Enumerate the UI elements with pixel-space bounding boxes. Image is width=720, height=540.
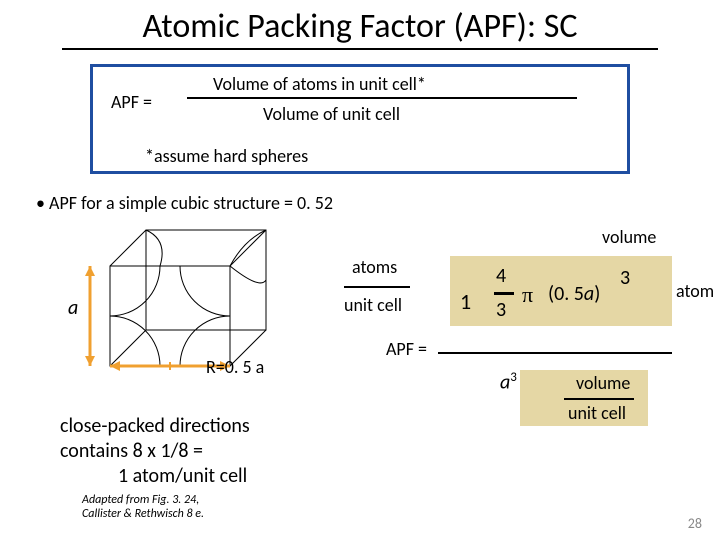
slide: Atomic Packing Factor (APF): SC APF = Vo… bbox=[0, 0, 720, 540]
arrowhead-icon bbox=[85, 266, 95, 276]
a3-exp: 3 bbox=[510, 370, 517, 385]
close-packed-line1: close-packed directions bbox=[60, 414, 250, 439]
citation-line2: Callister & Rethwisch 8 e. bbox=[82, 508, 204, 522]
bullet-apf-value: • APF for a simple cubic structure = 0. … bbox=[36, 192, 333, 214]
formula-three: 3 bbox=[496, 298, 506, 322]
citation-line1: Adapted from Fig. 3. 24, bbox=[82, 494, 204, 508]
page-title: Atomic Packing Factor (APF): SC bbox=[0, 6, 720, 47]
apf-equals-2: APF = bbox=[386, 338, 427, 360]
paren-a: a bbox=[584, 282, 594, 306]
definition-box: APF = Volume of atoms in unit cell* Volu… bbox=[90, 64, 630, 174]
close-packed-line3: 1 atom/unit cell bbox=[118, 464, 250, 489]
volume-label-top: volume bbox=[602, 226, 656, 248]
unitcell-underline bbox=[344, 286, 410, 288]
r-label: R=0. 5 a bbox=[206, 356, 264, 378]
a3-base: a bbox=[500, 371, 510, 395]
def-frac-line bbox=[187, 97, 577, 99]
page-number: 28 bbox=[688, 515, 702, 532]
paren-right: ) bbox=[594, 282, 600, 306]
main-fraction-line bbox=[438, 352, 672, 354]
arrowhead-icon bbox=[85, 356, 95, 366]
close-packed-text: close-packed directions contains 8 x 1/8… bbox=[60, 414, 250, 489]
unitcell-underline-2 bbox=[564, 398, 634, 400]
cube-edge bbox=[110, 330, 146, 366]
paren-left: (0. 5 bbox=[548, 282, 584, 306]
formula-four: 4 bbox=[496, 264, 506, 288]
exp-3-top: 3 bbox=[620, 266, 630, 290]
cube-diagram bbox=[60, 220, 320, 410]
a-label: a bbox=[68, 296, 78, 320]
formula-paren: (0. 5a) bbox=[548, 282, 600, 306]
def-numerator: Volume of atoms in unit cell* bbox=[213, 73, 426, 95]
pi-symbol: π bbox=[522, 282, 533, 308]
citation: Adapted from Fig. 3. 24, Callister & Ret… bbox=[82, 494, 204, 522]
arrowhead-icon bbox=[110, 361, 120, 371]
cube-edge bbox=[110, 230, 146, 266]
atom-label: atom bbox=[676, 280, 714, 302]
def-note: *assume hard spheres bbox=[145, 145, 308, 167]
apf-equals: APF = bbox=[111, 91, 152, 113]
formula-one: 1 bbox=[460, 288, 471, 315]
a-cubed: a3 bbox=[500, 370, 517, 395]
unitcell-label-2: unit cell bbox=[568, 402, 626, 424]
unitcell-label: unit cell bbox=[344, 294, 402, 316]
def-denominator: Volume of unit cell bbox=[263, 103, 400, 125]
cube-back-face bbox=[146, 230, 266, 330]
title-underline bbox=[62, 48, 658, 50]
formula-43-line bbox=[494, 292, 514, 295]
volume-label-bottom: volume bbox=[576, 372, 630, 394]
atoms-label: atoms bbox=[352, 256, 397, 278]
close-packed-line2: contains 8 x 1/8 = bbox=[60, 439, 250, 464]
